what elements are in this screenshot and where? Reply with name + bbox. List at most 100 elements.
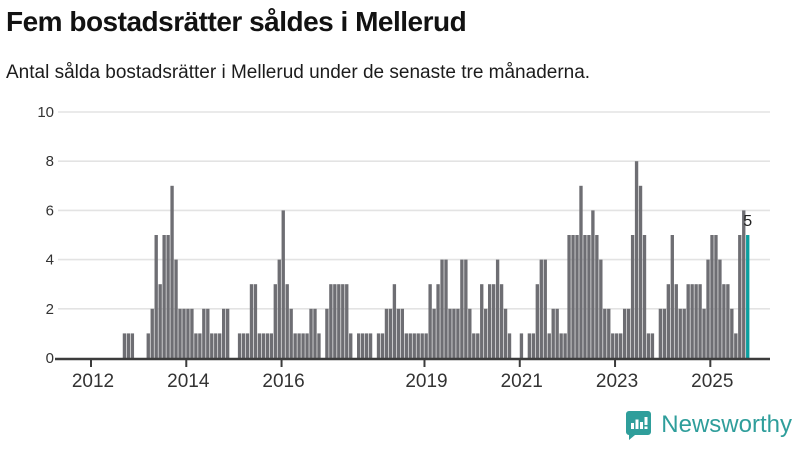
- x-axis: [55, 357, 770, 367]
- bar: [682, 308, 686, 358]
- bar: [488, 284, 492, 358]
- bar: [622, 308, 627, 358]
- bar: [690, 284, 694, 358]
- bar: [630, 235, 635, 358]
- bar: [122, 333, 127, 358]
- bar: [241, 333, 246, 358]
- bar: [380, 333, 385, 358]
- bar: [436, 284, 440, 358]
- bar: [329, 284, 333, 358]
- bar: [281, 210, 285, 358]
- bar: [368, 333, 373, 358]
- bar: [257, 333, 262, 358]
- bar: [277, 259, 281, 358]
- bar: [615, 333, 619, 358]
- x-tick-label: 2023: [596, 371, 638, 392]
- bar: [519, 333, 524, 358]
- bar: [269, 333, 273, 358]
- bar: [396, 308, 401, 358]
- bar: [174, 259, 178, 358]
- bar: [539, 259, 543, 358]
- bar: [210, 333, 214, 358]
- bar: [337, 284, 341, 358]
- y-tick-label: 8: [46, 153, 54, 170]
- bar: [432, 308, 436, 358]
- bar: [694, 284, 698, 358]
- x-axis-labels: 2012 2014 2016 2019 2021 2023 2025: [72, 371, 734, 392]
- bar: [384, 308, 389, 358]
- bar: [190, 308, 194, 358]
- bar: [563, 333, 567, 358]
- bar: [317, 333, 321, 358]
- bar: [638, 185, 643, 358]
- bar: [543, 259, 547, 358]
- bar: [551, 308, 555, 358]
- bar: [222, 308, 226, 358]
- bar: [273, 284, 277, 358]
- bar: [305, 333, 309, 358]
- bar: [686, 284, 690, 358]
- bar: [571, 235, 575, 358]
- bar: [364, 333, 369, 358]
- bar: [607, 308, 611, 358]
- bar: [662, 308, 667, 358]
- bar: [464, 259, 468, 358]
- bar: [670, 235, 674, 358]
- bar: [360, 333, 365, 358]
- bar: [499, 284, 504, 358]
- x-tick-label: 2021: [501, 371, 543, 392]
- bar: [460, 259, 464, 358]
- bar: [559, 333, 563, 358]
- bar: [587, 235, 591, 358]
- bar: [440, 259, 444, 358]
- y-tick-label: 2: [46, 301, 54, 318]
- page-title: Fem bostadsrätter såldes i Mellerud: [6, 6, 467, 37]
- bar: [162, 235, 166, 358]
- x-tick-label: 2025: [691, 371, 733, 392]
- newsworthy-logo[interactable]: Newsworthy: [625, 406, 792, 444]
- bar: [301, 333, 305, 358]
- bar: [634, 161, 639, 358]
- bar: [428, 284, 432, 358]
- bar: [603, 308, 607, 358]
- bar: [452, 308, 456, 358]
- bar: [599, 259, 603, 358]
- bar: [376, 333, 381, 358]
- bar: [535, 284, 539, 358]
- y-axis-labels: 0 2 4 6 8 10: [37, 104, 54, 367]
- bar: [198, 333, 202, 358]
- bar: [480, 284, 484, 358]
- bar: [722, 284, 726, 358]
- highlighted-bar: [746, 235, 750, 358]
- bar: [706, 259, 710, 358]
- bar: [444, 259, 448, 358]
- bar: [158, 284, 162, 358]
- bar: [309, 308, 313, 358]
- bar: [503, 308, 508, 358]
- bar: [611, 333, 615, 358]
- bar: [126, 333, 131, 358]
- bar: [194, 333, 198, 358]
- bar: [650, 333, 655, 358]
- bar: [130, 333, 135, 358]
- bar: [285, 284, 289, 358]
- x-tick-label: 2019: [405, 371, 447, 392]
- bar: [178, 308, 182, 358]
- bar: [225, 308, 230, 358]
- bar: [214, 333, 218, 358]
- last-value-text: 5: [743, 213, 752, 230]
- bar: [186, 308, 190, 358]
- bar: [626, 308, 631, 358]
- bar: [476, 333, 480, 358]
- bar: [400, 308, 405, 358]
- bar: [388, 308, 393, 358]
- bar: [341, 284, 345, 358]
- bar: [531, 333, 536, 358]
- bar: [293, 333, 297, 358]
- bar: [166, 235, 170, 358]
- bar: [734, 333, 738, 358]
- bar: [484, 308, 488, 358]
- y-tick-label: 10: [37, 104, 54, 121]
- bar: [416, 333, 420, 358]
- bar: [150, 308, 154, 358]
